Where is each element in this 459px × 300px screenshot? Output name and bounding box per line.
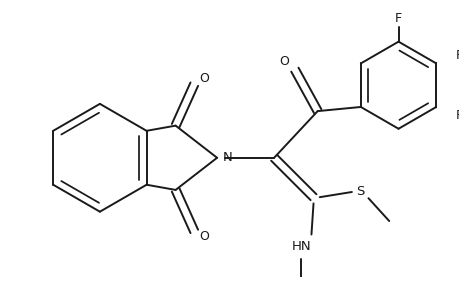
Text: S: S xyxy=(355,185,364,199)
Text: F: F xyxy=(394,12,401,25)
Text: HN: HN xyxy=(291,240,310,254)
Text: O: O xyxy=(199,73,209,85)
Text: O: O xyxy=(279,55,289,68)
Text: O: O xyxy=(199,230,209,243)
Text: F: F xyxy=(454,109,459,122)
Text: F: F xyxy=(454,49,459,62)
Text: N: N xyxy=(222,151,231,164)
